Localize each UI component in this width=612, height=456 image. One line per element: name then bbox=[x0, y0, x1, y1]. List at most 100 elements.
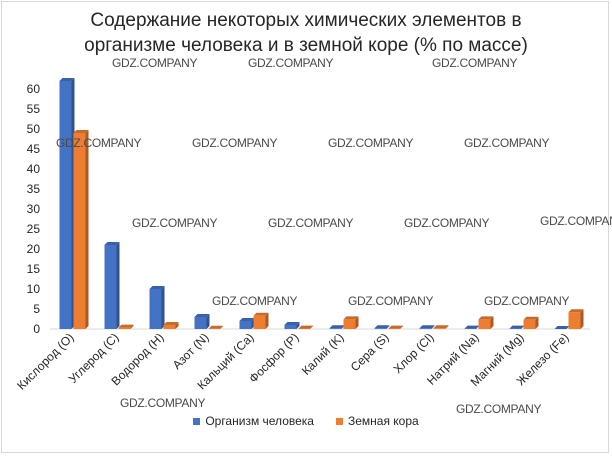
legend-swatch-crust bbox=[335, 417, 343, 425]
watermark-text: GDZ.COMPANY bbox=[120, 396, 205, 410]
legend-swatch-human bbox=[193, 417, 201, 425]
bar bbox=[253, 315, 266, 329]
legend-item-crust: Земная кора bbox=[335, 414, 419, 428]
y-tick-label: 10 bbox=[27, 282, 41, 296]
chart-title-line-2: организме человека и в земной коре (% по… bbox=[84, 35, 528, 56]
bar-side bbox=[85, 130, 89, 329]
y-tick-label: 20 bbox=[27, 242, 41, 256]
bar-side bbox=[580, 309, 584, 329]
bar bbox=[374, 328, 387, 329]
bar-top bbox=[329, 325, 345, 329]
x-category-label: Азот (N) bbox=[170, 330, 212, 372]
bar bbox=[118, 327, 131, 329]
bar-top bbox=[239, 318, 255, 321]
bar-top bbox=[298, 325, 314, 329]
watermark-layer: GDZ.COMPANY GDZ.COMPANY GDZ.COMPANY GDZ.COM… bbox=[56, 56, 612, 416]
watermark-text: GDZ.COMPANY bbox=[132, 216, 217, 230]
bar-side bbox=[161, 286, 165, 329]
watermark-text: GDZ.COMPANY bbox=[328, 136, 413, 150]
x-category-label: Кислород (O) bbox=[14, 330, 76, 392]
bar bbox=[239, 321, 252, 329]
bar-top bbox=[104, 242, 120, 245]
watermark-text: GDZ.COMPANY bbox=[56, 136, 141, 150]
x-category-label: Хлор (Cl) bbox=[391, 330, 437, 376]
bar-side bbox=[431, 325, 435, 329]
y-tick-label: 60 bbox=[27, 82, 41, 96]
bar-top bbox=[433, 325, 449, 329]
bar-top bbox=[419, 325, 435, 329]
bar bbox=[73, 133, 86, 329]
watermark-text: GDZ.COMPANY bbox=[248, 56, 333, 70]
bar-top bbox=[509, 325, 525, 329]
bar-top bbox=[523, 316, 539, 320]
bar bbox=[419, 328, 432, 329]
bar-side bbox=[130, 324, 134, 329]
watermark-text: GDZ.COMPANY bbox=[456, 402, 541, 416]
x-category-label: Калий (K) bbox=[299, 330, 347, 378]
bar-top bbox=[59, 78, 75, 81]
bar bbox=[568, 312, 581, 329]
bar-top bbox=[149, 286, 165, 289]
bar bbox=[59, 81, 72, 329]
bar-side bbox=[535, 316, 539, 329]
bar-top bbox=[343, 316, 359, 320]
y-tick-label: 55 bbox=[27, 102, 41, 116]
watermark-text: GDZ.COMPANY bbox=[212, 294, 297, 308]
bar bbox=[284, 325, 297, 329]
watermark-text: GDZ.COMPANY bbox=[484, 294, 569, 308]
bar-side bbox=[116, 242, 120, 329]
chart-title-line-1: Содержание некоторых химических элементо… bbox=[90, 10, 522, 31]
watermark-text: GDZ.COMPANY bbox=[404, 216, 489, 230]
bars-layer bbox=[59, 78, 584, 329]
y-tick-label: 30 bbox=[27, 202, 41, 216]
bar bbox=[433, 328, 446, 329]
bar-top bbox=[554, 325, 570, 329]
watermark-text: GDZ.COMPANY bbox=[464, 136, 549, 150]
bar-top bbox=[163, 322, 179, 325]
bar-top bbox=[374, 325, 390, 329]
bar-top bbox=[478, 316, 494, 320]
bar bbox=[149, 289, 162, 329]
y-tick-label: 0 bbox=[33, 322, 40, 336]
bar-top bbox=[388, 325, 404, 329]
chart-title: Содержание некоторых химических элементо… bbox=[0, 8, 612, 58]
watermark-text: GDZ.COMPANY bbox=[268, 216, 353, 230]
watermark-text: GDZ.COMPANY bbox=[540, 214, 612, 228]
bar bbox=[104, 245, 117, 329]
bar bbox=[329, 328, 342, 329]
chart-legend: Организм человека Земная кора bbox=[0, 414, 612, 428]
legend-item-human: Организм человека bbox=[193, 414, 314, 428]
bar-top bbox=[568, 309, 584, 313]
bar-top bbox=[73, 130, 89, 133]
bar bbox=[523, 319, 536, 329]
legend-label-crust: Земная кора bbox=[347, 414, 419, 428]
y-tick-label: 25 bbox=[27, 222, 41, 236]
y-tick-label: 35 bbox=[27, 182, 41, 196]
watermark-text: GDZ.COMPANY bbox=[348, 294, 433, 308]
bar-side bbox=[445, 325, 449, 329]
bar bbox=[163, 325, 176, 329]
bar-top bbox=[118, 324, 134, 328]
bar-side bbox=[296, 322, 300, 329]
watermark-text: GDZ.COMPANY bbox=[112, 56, 197, 70]
bar-top bbox=[464, 325, 480, 329]
bar-side bbox=[355, 316, 359, 329]
bar bbox=[343, 319, 356, 329]
bar bbox=[478, 319, 491, 329]
bar bbox=[194, 317, 207, 329]
bar-side bbox=[386, 325, 390, 329]
watermark-text: GDZ.COMPANY bbox=[432, 56, 517, 70]
bar-side bbox=[265, 312, 269, 329]
watermark-text: GDZ.COMPANY bbox=[192, 136, 277, 150]
y-tick-label: 15 bbox=[27, 262, 41, 276]
bar-side bbox=[206, 314, 210, 329]
bar-side bbox=[490, 316, 494, 329]
bar-side bbox=[175, 322, 179, 329]
y-tick-label: 45 bbox=[27, 142, 41, 156]
y-tick-label: 5 bbox=[33, 302, 40, 316]
bar-top bbox=[253, 312, 269, 316]
y-tick-label: 40 bbox=[27, 162, 41, 176]
